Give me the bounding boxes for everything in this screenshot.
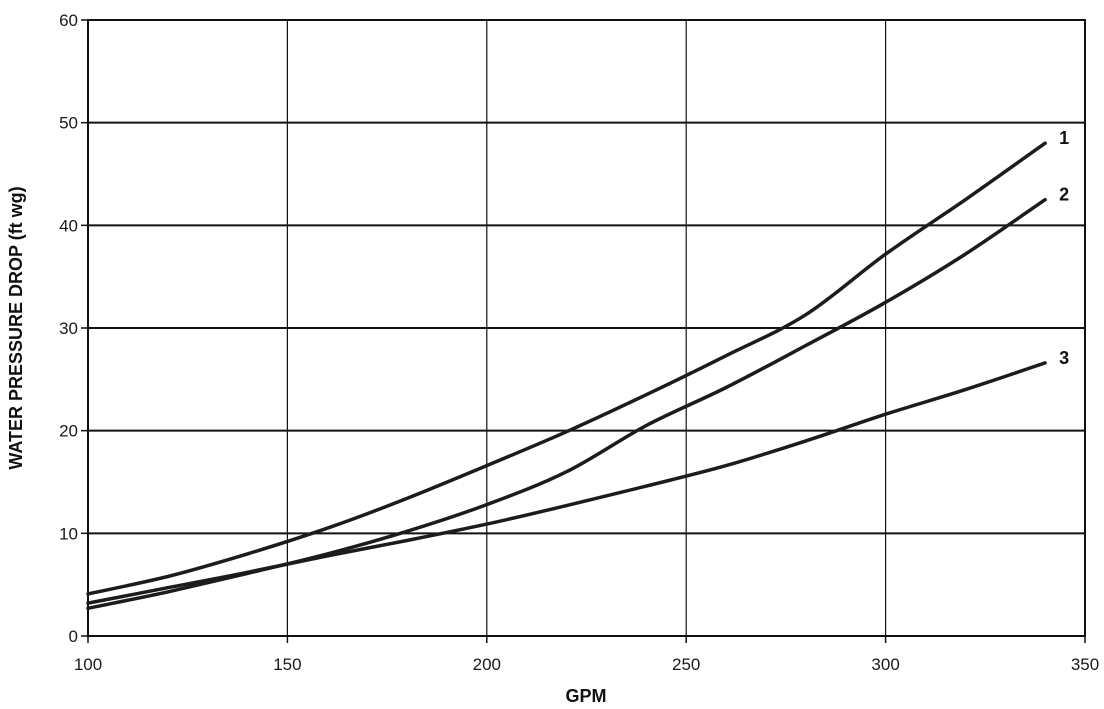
series-line-2 bbox=[86, 197, 1047, 611]
y-axis-title: WATER PRESSURE DROP (ft wg) bbox=[6, 186, 26, 469]
series-label-1: 1 bbox=[1059, 128, 1069, 148]
grid bbox=[88, 20, 1085, 636]
x-tick-label: 200 bbox=[473, 655, 501, 674]
series-line-1 bbox=[86, 141, 1047, 596]
x-tick-label: 100 bbox=[74, 655, 102, 674]
y-tick-label: 20 bbox=[59, 422, 78, 441]
series-line-3 bbox=[86, 361, 1047, 605]
y-tick-label: 30 bbox=[59, 319, 78, 338]
y-tick-label: 50 bbox=[59, 114, 78, 133]
x-tick-label: 350 bbox=[1071, 655, 1099, 674]
x-tick-label: 250 bbox=[672, 655, 700, 674]
y-tick-label: 10 bbox=[59, 524, 78, 543]
series-label-2: 2 bbox=[1059, 185, 1069, 205]
series-label-3: 3 bbox=[1059, 348, 1069, 368]
series-lines bbox=[86, 141, 1047, 611]
x-tick-label: 300 bbox=[871, 655, 899, 674]
series-labels: 1 2 3 bbox=[1059, 128, 1069, 368]
x-tick-label: 150 bbox=[273, 655, 301, 674]
y-tick-label: 60 bbox=[59, 11, 78, 30]
tick-labels: 0 10 20 30 40 50 60 100 150 200 250 300 350 bbox=[59, 11, 1099, 674]
y-tick-label: 40 bbox=[59, 216, 78, 235]
x-axis-title: GPM bbox=[565, 686, 606, 706]
y-tick-label: 0 bbox=[69, 627, 78, 646]
